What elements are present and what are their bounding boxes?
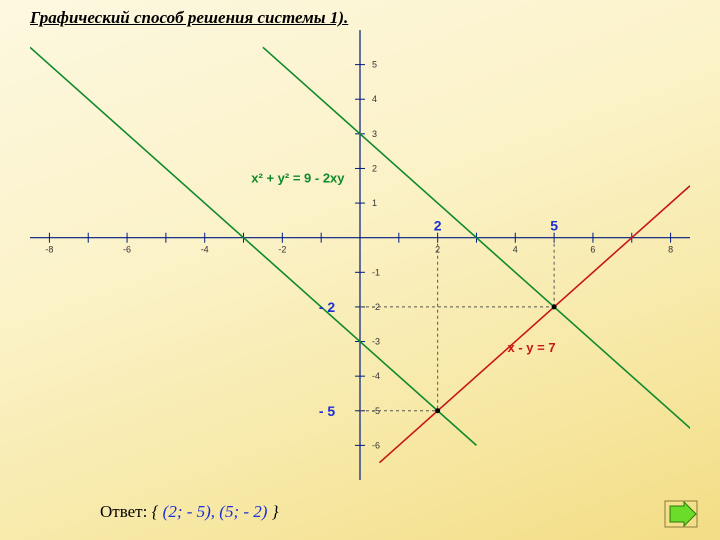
svg-text:5: 5 <box>372 60 377 70</box>
answer-line: Ответ: { (2; - 5), (5; - 2) } <box>100 502 279 522</box>
svg-text:1: 1 <box>372 198 377 208</box>
svg-text:-2: -2 <box>278 245 286 255</box>
svg-text:x² + y² = 9 - 2xy: x² + y² = 9 - 2xy <box>251 170 345 185</box>
svg-text:-8: -8 <box>45 245 53 255</box>
svg-text:-4: -4 <box>201 245 209 255</box>
svg-text:-4: -4 <box>372 371 380 381</box>
svg-text:4: 4 <box>372 94 377 104</box>
svg-text:-6: -6 <box>123 245 131 255</box>
svg-text:x - y = 7: x - y = 7 <box>508 340 556 355</box>
svg-text:-1: -1 <box>372 267 380 277</box>
coordinate-plot: -8-6-4-22468-6-5-4-3-2-112345x² + y² = 9… <box>30 30 690 480</box>
svg-text:5: 5 <box>550 218 558 234</box>
svg-text:-3: -3 <box>372 337 380 347</box>
svg-text:-6: -6 <box>372 440 380 450</box>
svg-text:4: 4 <box>513 245 518 255</box>
svg-text:8: 8 <box>668 245 673 255</box>
answer-brace-open: { <box>152 502 163 521</box>
svg-text:2: 2 <box>434 218 442 234</box>
svg-text:2: 2 <box>372 163 377 173</box>
svg-text:3: 3 <box>372 129 377 139</box>
svg-text:- 2: - 2 <box>319 299 336 315</box>
page-title: Графический способ решения системы 1). <box>30 8 348 28</box>
answer-points: (2; - 5), (5; - 2) <box>163 502 272 521</box>
svg-text:- 5: - 5 <box>319 403 336 419</box>
answer-brace-close: } <box>272 502 279 521</box>
svg-text:6: 6 <box>590 245 595 255</box>
answer-prefix: Ответ: <box>100 502 152 521</box>
next-button[interactable] <box>664 500 698 528</box>
